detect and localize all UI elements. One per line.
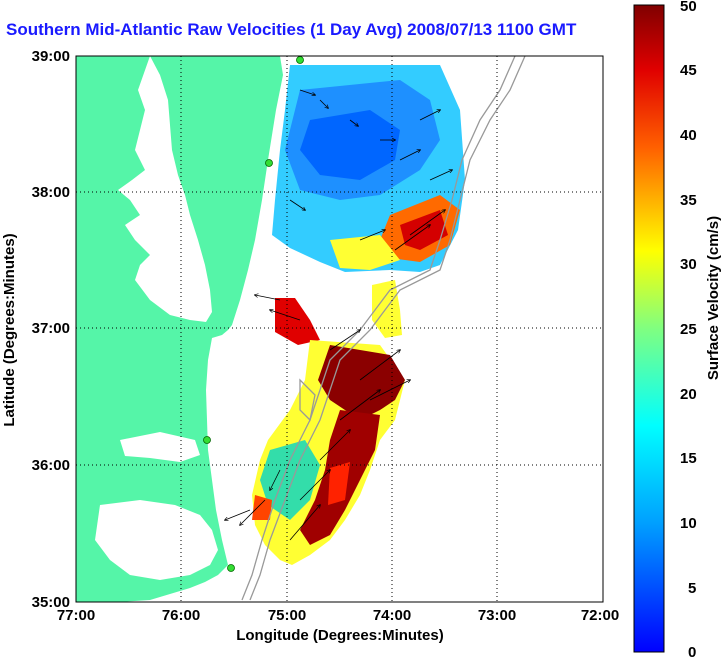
y-tick-label: 37:00 [32, 320, 70, 337]
y-tick-label: 35:00 [32, 594, 70, 611]
bathymetry-contours [241, 55, 526, 601]
colorbar-tick-label: 45 [680, 62, 697, 79]
y-axis-label: Latitude (Degrees:Minutes) [1, 233, 18, 426]
x-tick-label: 76:00 [162, 607, 200, 624]
x-tick-label: 73:00 [478, 607, 516, 624]
colorbar-tick-label: 35 [680, 192, 697, 209]
map-title: Southern Mid-Atlantic Raw Velocities (1 … [6, 20, 577, 39]
colorbar-tick-label: 10 [680, 515, 697, 532]
plot-frame [75, 55, 604, 603]
colorbar-tick-label: 30 [680, 256, 697, 273]
colorbar-tick-label: 5 [688, 580, 696, 597]
pamlico-sound [95, 500, 218, 580]
y-tick-label: 36:00 [32, 457, 70, 474]
x-axis-label: Longitude (Degrees:Minutes) [236, 627, 444, 644]
colorbar-tick-label: 25 [680, 321, 697, 338]
radar-stations [203, 56, 304, 572]
colorbar-tick-label: 20 [680, 386, 697, 403]
colorbar-tick-label: 40 [680, 127, 697, 144]
chesapeake-bay [118, 56, 212, 322]
y-tick-label: 38:00 [32, 184, 70, 201]
map-grid [76, 56, 603, 602]
albemarle-sound [120, 432, 200, 462]
velocity-field [252, 65, 465, 565]
velocity-vectors [225, 89, 452, 541]
x-tick-label: 72:00 [581, 607, 619, 624]
colorbar-tick-label: 50 [680, 0, 697, 15]
x-tick-label: 77:00 [57, 607, 95, 624]
y-tick-label: 39:00 [32, 48, 70, 65]
x-tick-label: 75:00 [268, 607, 306, 624]
colorbar-ticks: 50 45 40 35 30 25 20 15 10 5 0 [680, 0, 697, 659]
colorbar [633, 4, 665, 653]
x-tick-label: 74:00 [373, 607, 411, 624]
colorbar-tick-label: 15 [680, 450, 697, 467]
colorbar-tick-label: 0 [688, 644, 696, 659]
colorbar-label: Surface Velocity (cm/s) [705, 216, 722, 380]
